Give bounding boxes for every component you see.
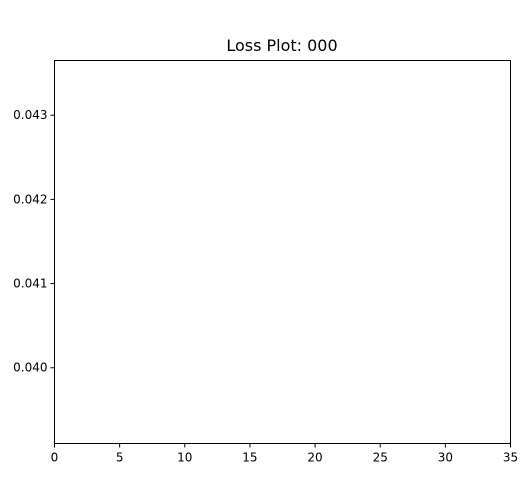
- x-tick-label: 15: [242, 451, 257, 465]
- y-tick-label: 0.043: [13, 108, 47, 122]
- chart-title: Loss Plot: 000: [226, 36, 337, 55]
- x-tick-label: 30: [438, 451, 453, 465]
- x-tick-label: 0: [51, 451, 59, 465]
- y-tick-label: 0.040: [13, 361, 47, 375]
- x-tick-label: 10: [177, 451, 192, 465]
- x-tick-label: 35: [503, 451, 518, 465]
- y-tick-label: 0.041: [13, 277, 47, 291]
- y-tick-label: 0.042: [13, 192, 47, 206]
- plot-area-frame: [54, 60, 511, 444]
- y-axis: 0.040 0.041 0.042 0.043: [13, 108, 55, 375]
- x-tick-label: 20: [307, 451, 322, 465]
- x-tick-label: 5: [116, 451, 124, 465]
- x-tick-label: 25: [373, 451, 388, 465]
- x-axis: 0 5 10 15 20 25 30 35: [51, 443, 518, 465]
